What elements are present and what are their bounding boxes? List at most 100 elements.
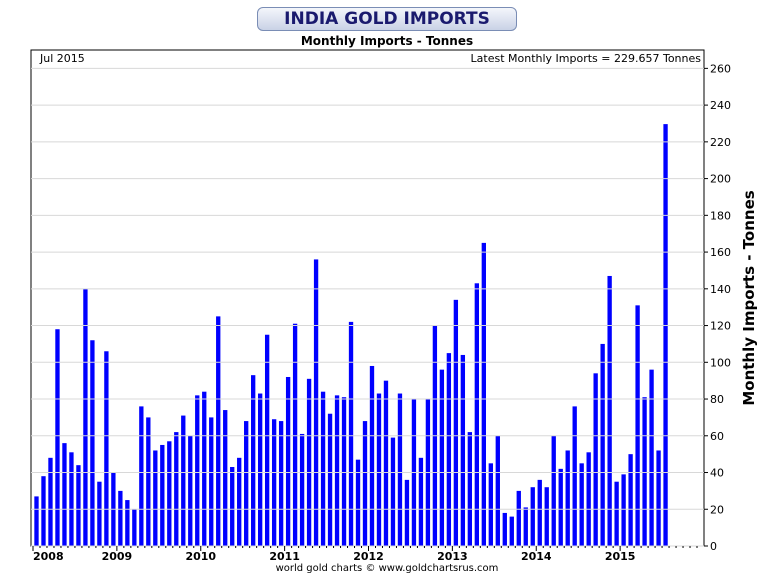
- y-tick-label: 180: [710, 209, 731, 222]
- bar: [230, 467, 235, 546]
- bar: [628, 454, 633, 546]
- bar: [83, 288, 88, 546]
- bar: [649, 369, 654, 546]
- bar: [446, 353, 452, 546]
- bar: [327, 413, 333, 546]
- bar: [474, 283, 479, 546]
- y-tick-label: 120: [710, 320, 731, 333]
- latest-imports-label: Latest Monthly Imports = 229.657 Tonnes: [471, 52, 702, 65]
- bar: [160, 444, 165, 546]
- bar: [383, 380, 389, 546]
- bar: [223, 410, 228, 546]
- bar: [397, 393, 403, 546]
- bar: [341, 397, 347, 546]
- x-tick-label: 2011: [269, 550, 300, 563]
- bar: [216, 316, 221, 546]
- x-tick-label: 2008: [33, 550, 64, 563]
- bar: [97, 481, 102, 546]
- bars-group: [34, 124, 668, 547]
- bar: [278, 421, 284, 546]
- x-tick-label: 2009: [102, 550, 133, 563]
- bar: [621, 474, 626, 546]
- bar: [488, 463, 493, 546]
- bar: [544, 487, 549, 546]
- bar: [167, 441, 172, 546]
- bar: [251, 375, 256, 546]
- bar: [537, 479, 542, 546]
- bar: [153, 450, 158, 546]
- bar: [355, 459, 361, 546]
- bar: [285, 376, 291, 546]
- bar: [41, 476, 46, 546]
- x-tick-label: 2014: [521, 550, 552, 563]
- bar: [313, 259, 319, 546]
- bar: [523, 507, 528, 546]
- bar: [495, 435, 500, 546]
- bar: [132, 509, 137, 546]
- y-tick-label: 140: [710, 283, 731, 296]
- bar: [55, 329, 60, 546]
- bar: [195, 395, 200, 546]
- x-tick-label: 2010: [185, 550, 216, 563]
- y-axis-label: Monthly Imports - Tonnes: [740, 190, 758, 405]
- bar: [34, 496, 39, 546]
- bar: [174, 432, 179, 546]
- bar: [481, 242, 486, 546]
- x-tick-label: 2013: [437, 550, 468, 563]
- bar: [551, 435, 556, 546]
- bar: [271, 419, 277, 546]
- bar: [404, 479, 410, 546]
- y-tick-label: 240: [710, 99, 731, 112]
- bar: [460, 354, 466, 546]
- bar: [244, 421, 249, 546]
- bar: [362, 421, 368, 546]
- bar: [558, 468, 563, 546]
- y-tick-label: 0: [710, 540, 717, 553]
- y-tick-label: 80: [710, 393, 724, 406]
- bar: [453, 299, 459, 546]
- bar: [306, 378, 312, 546]
- bar: [257, 393, 263, 546]
- bar: [188, 435, 193, 546]
- chart-subtitle: Monthly Imports - Tonnes: [300, 34, 474, 48]
- bar: [146, 417, 151, 546]
- x-tick-label: 2015: [605, 550, 636, 563]
- bar: [69, 452, 74, 546]
- bar: [600, 343, 605, 546]
- bar: [76, 465, 81, 546]
- bar: [376, 393, 382, 546]
- bar: [369, 365, 375, 546]
- bar: [90, 340, 95, 546]
- bar: [62, 443, 67, 546]
- y-tick-label: 60: [710, 430, 724, 443]
- y-axis: 0 20 40 60 80 100 120 140 160 180 200 220 240 260: [31, 62, 731, 553]
- bar: [635, 305, 640, 546]
- bar: [334, 395, 340, 546]
- bar: [614, 481, 619, 546]
- bar: [586, 452, 591, 546]
- bar: [663, 124, 668, 547]
- x-axis: 2008 2009 2010 2011 2012 2013 2014 2015: [32, 546, 698, 563]
- bar: [607, 275, 612, 546]
- bar: [48, 457, 53, 546]
- bar: [292, 323, 298, 546]
- x-tick-label: 2012: [353, 550, 384, 563]
- y-tick-label: 100: [710, 356, 731, 369]
- bar: [656, 450, 661, 546]
- bar: [202, 391, 207, 546]
- bar: [593, 373, 598, 546]
- bar: [516, 490, 521, 546]
- bar: [439, 369, 445, 546]
- bar: [390, 437, 396, 546]
- bar: [237, 457, 242, 546]
- bar: [181, 415, 186, 546]
- bar: [125, 500, 130, 546]
- bar: [579, 463, 584, 546]
- bar: [118, 490, 123, 546]
- y-tick-label: 260: [710, 62, 731, 75]
- bar: [642, 397, 647, 546]
- bar: [320, 391, 326, 546]
- bar: [565, 450, 570, 546]
